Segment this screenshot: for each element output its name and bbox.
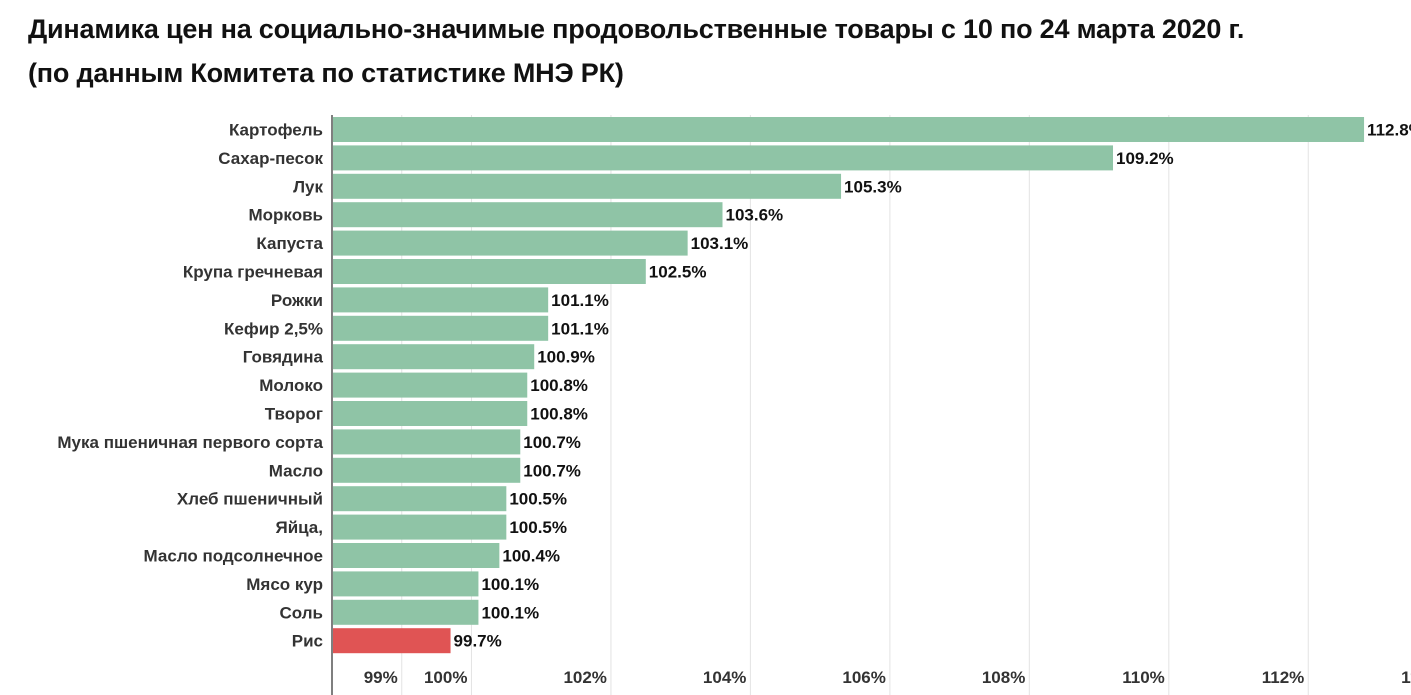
chart-title: Динамика цен на социально-значимые продо… (28, 14, 1245, 44)
bar (333, 259, 646, 284)
category-label: Сахар-песок (218, 149, 323, 168)
category-label: Лук (293, 177, 323, 196)
bar (333, 173, 842, 199)
bar (333, 401, 528, 426)
bar (333, 429, 521, 455)
x-tick-label: 112% (1262, 668, 1305, 687)
value-label: 100.7% (523, 433, 581, 452)
category-label: Масло подсолнечное (144, 547, 323, 566)
category-label: Рис (292, 632, 323, 651)
value-label: 100.1% (481, 575, 539, 594)
value-label: 100.8% (530, 376, 588, 395)
bar (333, 457, 521, 483)
bar (333, 599, 479, 625)
bar (333, 514, 507, 540)
bar (333, 486, 507, 512)
category-label: Крупа гречневая (183, 263, 323, 282)
value-label: 101.1% (551, 319, 609, 338)
chart-subtitle: (по данным Комитета по статистике МНЭ РК… (28, 58, 624, 88)
category-label: Молоко (259, 376, 323, 395)
bar (333, 543, 500, 568)
category-label: Соль (280, 603, 324, 622)
category-label: Яйца, (275, 518, 323, 537)
bar (333, 571, 479, 597)
value-label: 102.5% (649, 263, 707, 282)
category-label: Рожки (271, 291, 323, 310)
bar (333, 372, 528, 398)
value-label: 100.5% (509, 518, 567, 537)
value-label: 100.9% (537, 348, 595, 367)
category-label: Масло (269, 461, 323, 480)
category-label: Картофель (229, 121, 323, 140)
value-label: 100.1% (481, 603, 539, 622)
bar (333, 344, 535, 370)
x-tick-label: 99% (364, 668, 398, 687)
value-label: 101.1% (551, 291, 609, 310)
value-label: 99.7% (454, 632, 502, 651)
bar (333, 117, 1365, 142)
x-tick-label: 102% (563, 668, 606, 687)
category-label: Морковь (249, 206, 324, 225)
x-tick-label: 106% (842, 668, 885, 687)
bar (333, 287, 549, 313)
value-label: 100.4% (502, 547, 560, 566)
value-label: 100.8% (530, 405, 588, 424)
category-label: Мясо кур (246, 575, 323, 594)
category-label: Хлеб пшеничный (177, 490, 323, 509)
x-tick-label: 114% (1401, 668, 1411, 687)
x-tick-label: 110% (1122, 668, 1165, 687)
category-label: Говядина (243, 348, 324, 367)
value-label: 103.1% (691, 234, 749, 253)
value-label: 112.8% (1367, 121, 1411, 140)
bar (333, 628, 451, 654)
x-tick-label: 104% (703, 668, 746, 687)
bar (333, 145, 1114, 171)
value-label: 109.2% (1116, 149, 1174, 168)
x-tick-label: 100% (424, 668, 467, 687)
category-label: Капуста (256, 234, 323, 253)
category-label: Творог (265, 405, 323, 424)
category-label: Мука пшеничная первого сорта (57, 433, 323, 452)
bar (333, 202, 723, 228)
bar (333, 315, 549, 341)
bar (333, 230, 688, 256)
value-label: 103.6% (726, 206, 784, 225)
value-label: 100.7% (523, 461, 581, 480)
value-label: 100.5% (509, 490, 567, 509)
category-label: Кефир 2,5% (224, 319, 323, 338)
x-tick-label: 108% (982, 668, 1025, 687)
value-label: 105.3% (844, 177, 902, 196)
